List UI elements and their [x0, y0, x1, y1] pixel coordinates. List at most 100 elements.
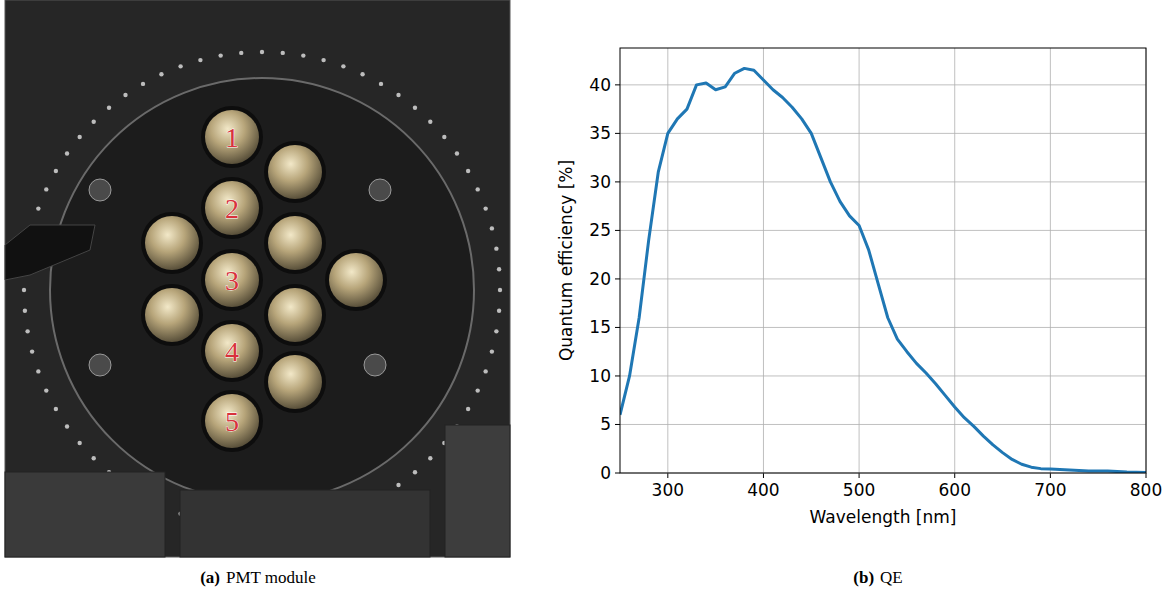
tick	[1050, 473, 1051, 478]
hole	[92, 456, 96, 460]
tick	[615, 473, 620, 474]
block	[445, 425, 510, 557]
pmt-socket	[264, 141, 326, 203]
tick-label: 700	[1034, 480, 1066, 500]
hole	[413, 470, 417, 474]
cable	[5, 225, 95, 280]
tick-label: 35	[589, 123, 611, 143]
hole	[22, 288, 26, 292]
grid-line	[620, 133, 1146, 134]
caption-label: (b)	[853, 568, 874, 587]
tick-label: 10	[589, 366, 611, 386]
tick-label: 800	[1130, 480, 1162, 500]
pmt-socket	[201, 320, 263, 382]
tick-label: 500	[843, 480, 875, 500]
tick-label: 20	[589, 269, 611, 289]
tick	[1146, 473, 1147, 478]
pmt	[205, 324, 259, 378]
tick	[615, 278, 620, 279]
hole	[77, 441, 81, 445]
hole	[455, 151, 459, 155]
hole	[281, 51, 285, 55]
hole	[301, 53, 305, 57]
tick-label: 400	[747, 480, 779, 500]
tick	[615, 133, 620, 134]
hole	[321, 58, 325, 62]
tick-label: 600	[939, 480, 971, 500]
caption: (a)PMT module	[200, 568, 316, 587]
hole	[379, 82, 383, 86]
tick-label: 15	[589, 317, 611, 337]
photo-frame	[5, 0, 510, 557]
hole	[360, 72, 364, 76]
pmt-socket	[201, 390, 263, 452]
module-plate	[50, 78, 474, 502]
grid-line	[620, 424, 1146, 425]
pmt	[205, 181, 259, 235]
hole	[494, 246, 498, 250]
pmt	[145, 216, 199, 270]
hole	[30, 349, 34, 353]
hole	[54, 169, 58, 173]
x-axis-title: Wavelength [nm]	[810, 507, 957, 527]
chart-panel: 3004005006007008000510152025303540Wavele…	[556, 48, 1162, 527]
tick	[615, 424, 620, 425]
pmt-socket	[201, 177, 263, 239]
hole	[54, 407, 58, 411]
tick-label: 0	[600, 463, 611, 483]
figure: 12345(a)PMT module3004005006007008000510…	[0, 0, 1176, 596]
tick	[667, 473, 668, 478]
pmt-socket	[201, 249, 263, 311]
pmt-socket	[201, 106, 263, 168]
hole	[396, 483, 400, 487]
hole	[483, 206, 487, 210]
hole	[239, 51, 243, 55]
tick	[615, 84, 620, 85]
tick	[615, 230, 620, 231]
hole	[396, 93, 400, 97]
tick	[615, 181, 620, 182]
tick	[954, 473, 955, 478]
hole	[159, 72, 163, 76]
pmt	[329, 253, 383, 307]
pmt-label: 1	[225, 122, 239, 153]
photo-panel: 12345	[5, 0, 510, 557]
tick	[859, 473, 860, 478]
hole	[428, 456, 432, 460]
hole	[107, 105, 111, 109]
pmt	[268, 355, 322, 409]
grid-line	[1050, 48, 1051, 473]
hole	[498, 288, 502, 292]
tick	[615, 327, 620, 328]
pmt-label: 2	[225, 193, 239, 224]
hole	[466, 169, 470, 173]
hole	[25, 329, 29, 333]
caption-text: QE	[880, 568, 903, 587]
grid-line	[620, 181, 1146, 182]
hole	[141, 82, 145, 86]
pmt-socket	[325, 249, 387, 311]
pmt-socket	[141, 284, 203, 346]
hole	[413, 105, 417, 109]
grid-line	[667, 48, 668, 473]
hole	[442, 135, 446, 139]
grid-line	[620, 278, 1146, 279]
hole	[23, 309, 27, 313]
grid-line	[859, 48, 860, 473]
screw	[369, 179, 391, 201]
pmt	[205, 394, 259, 448]
pmt	[268, 288, 322, 342]
photo-background	[5, 0, 510, 557]
caption-text: PMT module	[226, 568, 316, 587]
hole	[476, 388, 480, 392]
hole	[77, 135, 81, 139]
pmt	[145, 288, 199, 342]
hole	[198, 58, 202, 62]
hole	[65, 424, 69, 428]
pmt-socket	[264, 284, 326, 346]
pmt-socket	[264, 351, 326, 413]
tick-label: 40	[589, 75, 611, 95]
hole	[483, 369, 487, 373]
grid-line	[763, 48, 764, 473]
block	[180, 490, 430, 557]
